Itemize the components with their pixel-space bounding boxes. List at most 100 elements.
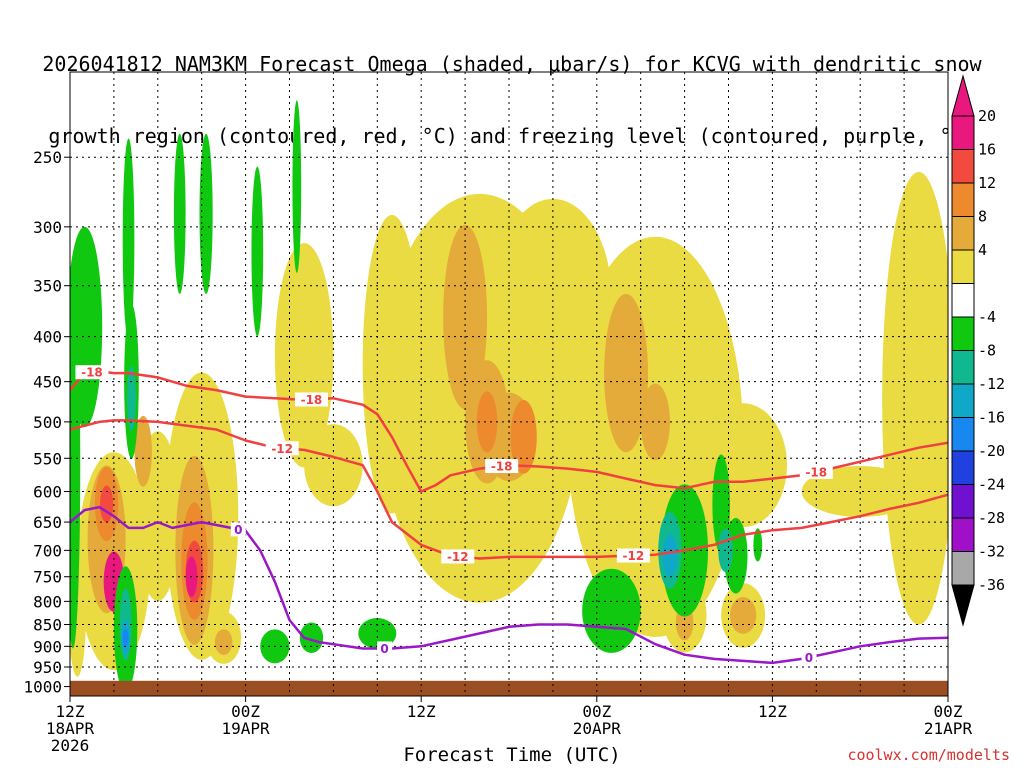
omega-region-30 [476,391,498,453]
plot-frame [69,71,949,697]
y-tick-label: 900 [33,637,62,656]
colorbar-tick-label: -28 [978,509,1005,527]
y-tick-label: 300 [33,218,62,237]
colorbar-tick-label: -24 [978,476,1005,494]
omega-region-18 [604,293,649,453]
contour-label: -12 [447,550,469,564]
omega-region-7 [362,215,422,514]
omega-region-25 [729,597,757,634]
y-tick-label: 250 [33,148,62,167]
colorbar-bin [951,149,975,184]
x-axis-title: Forecast Time (UTC) [403,744,621,766]
colorbar-tick-label: -8 [978,342,996,360]
contour-label-bg [801,650,817,665]
colorbar-bottom-arrow [951,584,975,627]
colorbar-bin [951,182,975,217]
colorbar-bin [951,350,975,385]
colorbar-tick-label: -20 [978,442,1005,460]
colorbar-bin [951,517,975,552]
omega-region-50 [358,618,397,649]
omega-region-58 [753,528,763,562]
colorbar-bin [951,283,975,318]
grid [70,72,948,696]
x-tick-label: 12Z [758,702,787,721]
ground-fill [70,680,948,696]
colorbar-bin [951,551,975,586]
contour-label: 0 [805,651,813,665]
contour-label: -18 [491,460,513,474]
colorbar-bin [951,417,975,452]
y-tick-label: 500 [33,413,62,432]
contour-label-bg [799,464,833,479]
omega-shading [70,100,948,692]
colorbar-tick-label: -12 [978,375,1005,393]
chart-title-line-2: growth region (contoured, red, °C) and f… [48,124,976,148]
x-tick-label: 00Z [231,702,260,721]
contour-label-bg [616,548,650,563]
omega-region-16 [443,224,488,410]
omega-region-10 [274,243,334,468]
y-tick-label: 850 [33,616,62,635]
y-tick-label: 450 [33,373,62,392]
colorbar-tick-label: 20 [978,107,996,125]
ground-surface [70,680,948,696]
y-tick-label: 650 [33,513,62,532]
colorbar-tick-label: -4 [978,308,996,326]
omega-region-45 [122,629,129,647]
y-tick-label: 350 [33,277,62,296]
y-tick-label: 950 [33,658,62,677]
colorbar-bin [951,216,975,251]
contour-label-bg [230,522,246,537]
y-tick-label: 1000 [23,678,62,697]
x-tick-label: 2026 [51,736,90,755]
contour-label-bg [377,641,393,656]
contour-label: 0 [380,642,388,656]
colorbar-top-arrow [951,74,975,117]
contour-label: -18 [81,366,103,380]
contour-label-bg [265,441,299,456]
x-tick-label: 12Z [56,702,85,721]
colorbar-tick-label: -36 [978,576,1005,594]
colorbar: 20 16 12 8 4 -4 -8 -12 -16 -20 -24 -28 -32 -36 [951,74,1005,627]
colorbar-tick-label: 16 [978,141,996,159]
omega-region-2 [882,171,948,625]
y-tick-label: 800 [33,592,62,611]
contour-labels: -18 -18 -18 -18 -12 -12 -12 0 0 0 [75,365,833,665]
colorbar-bin [951,450,975,485]
y-tick-label: 700 [33,541,62,560]
contour-label-bg [441,549,475,564]
omega-region-39 [199,133,213,295]
contour-label-bg [294,392,328,407]
contour-label-bg [485,459,519,474]
x-tick-label: 12Z [407,702,436,721]
colorbar-bin [951,484,975,519]
contour-label: 0 [234,523,242,537]
source-credit[interactable]: coolwx.com/modelts [847,746,1010,764]
colorbar-tick-label: 8 [978,208,987,226]
contour-label-bg [75,365,109,380]
colorbar-tick-label: 12 [978,174,996,192]
contour-line-minus18 [70,370,948,493]
omega-region-27 [510,400,537,474]
x-tick-label: 00Z [934,702,963,721]
colorbar-tick-label: -32 [978,543,1005,561]
x-tick-label: 19APR [222,719,271,738]
omega-region-23 [214,629,233,655]
omega-region-11 [304,424,363,507]
y-tick-label: 400 [33,328,62,347]
y-tick-label: 550 [33,449,62,468]
omega-region-3 [494,198,612,394]
omega-region-19 [640,383,670,461]
contour-label: -18 [805,465,827,479]
x-tick-label: 18APR [46,719,95,738]
x-tick-label: 00Z [582,702,611,721]
contour-label: -12 [623,549,645,563]
colorbar-bin [951,249,975,284]
contour-label: -18 [301,393,323,407]
colorbar-bin [951,383,975,418]
contour-label: -12 [271,442,293,456]
omega-region-47 [127,365,136,431]
omega-region-37 [122,138,135,341]
y-tick-label: 750 [33,568,62,587]
